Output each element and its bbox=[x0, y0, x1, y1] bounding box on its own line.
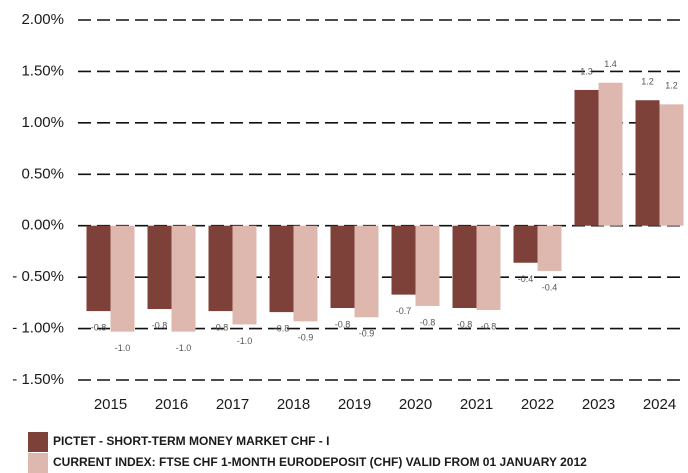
legend-label: PICTET - SHORT-TERM MONEY MARKET CHF - I bbox=[53, 434, 329, 448]
x-tick-label: 2024 bbox=[643, 396, 676, 413]
bar bbox=[391, 225, 416, 295]
value-label: 1.4 bbox=[604, 59, 617, 69]
legend-swatch bbox=[28, 432, 48, 452]
bar bbox=[598, 82, 623, 226]
value-label: 1.3 bbox=[580, 66, 593, 76]
bar bbox=[537, 225, 562, 271]
bar bbox=[110, 225, 135, 332]
bar bbox=[476, 225, 501, 311]
bar bbox=[452, 225, 477, 308]
y-tick-label: 1.00% bbox=[21, 114, 64, 131]
bar bbox=[635, 100, 660, 226]
y-tick-label: - 1.50% bbox=[12, 371, 64, 388]
value-label: -0.9 bbox=[359, 329, 375, 339]
value-label: -1.0 bbox=[115, 343, 131, 353]
y-tick-label: 2.00% bbox=[21, 11, 64, 28]
value-label: -1.0 bbox=[237, 336, 253, 346]
bar bbox=[330, 225, 355, 308]
x-tick-label: 2019 bbox=[338, 396, 371, 413]
legend-label: CURRENT INDEX: FTSE CHF 1-MONTH EURODEPO… bbox=[53, 455, 587, 469]
value-label: 1.2 bbox=[665, 81, 678, 91]
value-label: -0.4 bbox=[542, 282, 558, 292]
value-label: -0.8 bbox=[420, 317, 436, 327]
legend-swatch bbox=[28, 453, 48, 473]
bar bbox=[513, 225, 538, 263]
x-tick-label: 2023 bbox=[582, 396, 615, 413]
x-tick-label: 2017 bbox=[216, 396, 249, 413]
value-label: -0.8 bbox=[91, 322, 107, 332]
x-tick-label: 2020 bbox=[399, 396, 432, 413]
value-label: -0.8 bbox=[274, 323, 290, 333]
value-label: -0.8 bbox=[457, 319, 473, 329]
y-tick-label: - 0.50% bbox=[12, 268, 64, 285]
bar bbox=[269, 225, 294, 313]
x-tick-label: 2016 bbox=[155, 396, 188, 413]
bar bbox=[171, 225, 196, 332]
bar bbox=[147, 225, 172, 310]
y-tick-label: - 1.00% bbox=[12, 320, 64, 337]
bar bbox=[574, 89, 599, 226]
x-tick-label: 2018 bbox=[277, 396, 310, 413]
y-tick-label: 1.50% bbox=[21, 62, 64, 79]
value-label: -1.0 bbox=[176, 343, 192, 353]
bar bbox=[659, 104, 684, 226]
value-label: -0.8 bbox=[335, 319, 351, 329]
x-tick-label: 2015 bbox=[94, 396, 127, 413]
value-label: -0.8 bbox=[481, 321, 497, 331]
y-tick-label: 0.50% bbox=[21, 165, 64, 182]
value-label: -0.9 bbox=[298, 333, 314, 343]
bar bbox=[208, 225, 233, 312]
value-label: 1.2 bbox=[641, 77, 654, 87]
bar bbox=[415, 225, 440, 306]
y-tick-label: 0.00% bbox=[21, 217, 64, 234]
x-tick-label: 2021 bbox=[460, 396, 493, 413]
bar bbox=[232, 225, 257, 325]
bar bbox=[354, 225, 379, 318]
value-label: -0.7 bbox=[396, 306, 412, 316]
bar bbox=[293, 225, 318, 322]
value-label: -0.8 bbox=[152, 320, 168, 330]
value-label: -0.4 bbox=[518, 274, 534, 284]
bar bbox=[86, 225, 111, 312]
value-label: -0.8 bbox=[213, 322, 229, 332]
x-tick-label: 2022 bbox=[521, 396, 554, 413]
